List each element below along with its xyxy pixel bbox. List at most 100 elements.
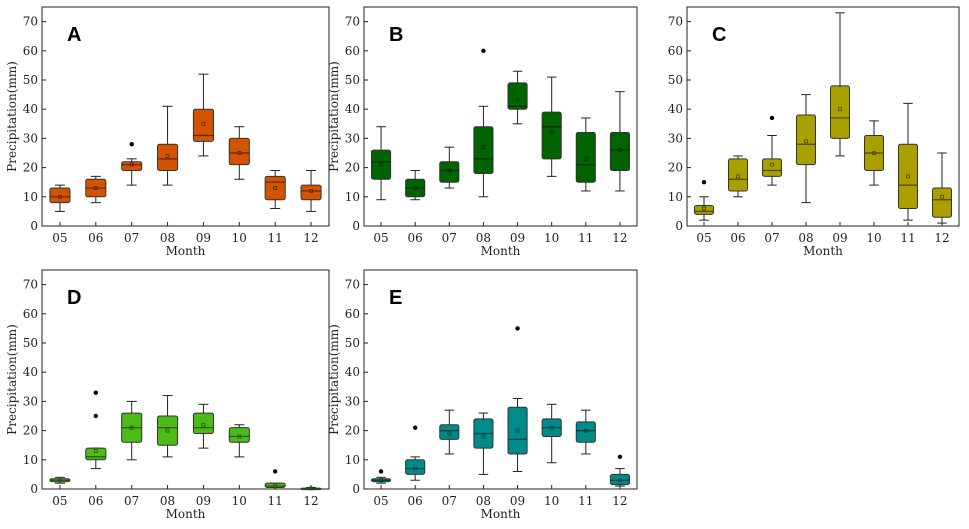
panel-a-mean-marker [309, 189, 313, 193]
panel-d-letter: D [67, 287, 81, 309]
panel-c-x-tick-label: 08 [798, 231, 813, 245]
panel-d-outlier-point [272, 469, 278, 474]
panel-e-y-tick-label: 70 [345, 278, 360, 292]
panel-e-mean-marker [413, 466, 418, 471]
panel-a-mean-marker [165, 154, 170, 158]
panel-a-y-tick-label: 40 [23, 102, 38, 116]
panel-e-y-tick-label: 50 [345, 336, 360, 350]
panel-d-mean-marker [129, 425, 134, 430]
panel-d-x-tick-label: 07 [124, 494, 139, 508]
panel-a-box-09 [192, 73, 214, 157]
panel-c-iqr-box [829, 85, 851, 139]
panel-b-box-10 [541, 76, 562, 177]
panel-c-mean-marker [770, 162, 774, 167]
panel-c-box-10 [863, 120, 885, 186]
panel-d-y-axis-label: Precipitation(mm) [5, 324, 19, 435]
panel-c-box-08 [795, 94, 817, 204]
panel-a-mean-marker [237, 151, 242, 155]
panel-d-outlier-point [93, 413, 99, 419]
panel-d-y-tick-label: 70 [23, 278, 38, 292]
panel-e-outlier-point [412, 425, 418, 430]
panel-b-y-tick-label: 60 [345, 44, 360, 58]
panel-a-x-tick-label: 05 [52, 231, 67, 245]
panel-d-x-axis-label: Month [166, 507, 206, 521]
panel-c-box-06 [727, 155, 749, 198]
panel-b-box-06 [405, 170, 426, 201]
panel-c-mean-marker [804, 139, 808, 144]
panel-e-y-tick-label: 60 [345, 307, 360, 321]
panel-b-letter: B [389, 24, 403, 46]
panel-c-x-tick-label: 05 [696, 231, 711, 245]
panel-a-box-12 [300, 170, 322, 212]
panel-b-plot-frame [363, 6, 638, 227]
panel-b-mean-marker [549, 130, 554, 135]
panel-e-y-tick-label: 40 [345, 365, 360, 379]
panel-c-mean-marker [906, 174, 910, 179]
panel-c-box-09 [829, 12, 851, 157]
panel-d-y-tick-label: 60 [23, 307, 38, 321]
panel-c-mean-marker [872, 151, 876, 155]
panel-e-x-tick-label: 10 [544, 494, 559, 508]
panel-e-y-tick-label: 10 [345, 453, 360, 467]
panel-b-box-08 [473, 48, 494, 198]
panel-e-y-tick-label: 20 [345, 424, 360, 438]
panel-a-box-06 [85, 175, 107, 204]
panel-e-x-tick-label: 08 [476, 494, 491, 508]
panel-b-y-tick-label: 30 [345, 131, 360, 145]
panel-c-mean-marker [838, 107, 842, 112]
panel-c: 0 10 20 30 40 50 60 70 05 06 07 08 09 10 11 12 Month C [668, 6, 960, 258]
panel-a-box-08 [157, 105, 179, 186]
panel-d-y-tick-label: 10 [23, 453, 38, 467]
panel-d-box-10 [228, 424, 250, 458]
panel-a-y-tick-label: 50 [23, 73, 38, 87]
panel-b-y-tick-label: 70 [345, 15, 360, 29]
panel-e-box-10 [541, 403, 562, 464]
panel-d-iqr-box [157, 415, 179, 446]
panel-d-mean-marker [165, 428, 170, 433]
panel-a-y-tick-label: 70 [23, 15, 38, 29]
panel-d-box-06 [85, 390, 107, 470]
panel-c-outlier-point [769, 115, 775, 121]
panel-b-x-tick-label: 05 [373, 231, 388, 245]
panel-e-box-07 [439, 409, 460, 455]
panel-d-box-12 [300, 486, 322, 491]
panel-c-box-07 [761, 115, 783, 186]
panel-b-iqr-box [541, 111, 562, 160]
panel-a-x-tick-label: 10 [232, 231, 247, 245]
panel-c-y-tick-label: 20 [668, 161, 683, 175]
panel-d-box-09 [192, 403, 214, 449]
panel-b-box-11 [575, 117, 596, 192]
panel-a-y-tick-label: 60 [23, 44, 38, 58]
panel-c-iqr-box [761, 158, 783, 177]
panel-b: 0 10 20 30 40 50 60 70 05 06 07 08 09 10 11 12 Month Prec… [327, 6, 638, 258]
panel-a-x-axis-label: Month [166, 244, 206, 258]
panel-b-y-tick-label: 0 [352, 219, 360, 233]
panel-c-box-12 [931, 152, 953, 224]
panel-c-x-tick-label: 07 [764, 231, 779, 245]
panel-b-mean-marker [481, 145, 486, 150]
panel-b-box-05 [371, 126, 392, 201]
panel-d-box-07 [121, 400, 143, 461]
panel-b-y-tick-label: 20 [345, 161, 360, 175]
panel-d-mean-marker [273, 484, 278, 488]
panel-e-box-06 [405, 425, 426, 481]
panel-b-mean-marker [447, 168, 452, 173]
panel-c-y-tick-label: 40 [668, 102, 683, 116]
panel-e-mean-marker [583, 428, 588, 433]
panel-c-box-11 [897, 102, 919, 221]
panel-a-y-axis-label: Precipitation(mm) [5, 61, 19, 172]
panel-b-box-09 [507, 70, 528, 125]
panel-e-mean-marker [447, 431, 452, 436]
panel-d-mean-marker [237, 434, 242, 439]
panel-a-x-tick-label: 07 [124, 231, 139, 245]
panel-b-y-tick-label: 50 [345, 73, 360, 87]
panel-e-outlier-point [378, 469, 384, 474]
panel-d-y-tick-label: 20 [23, 424, 38, 438]
panel-c-x-tick-label: 11 [900, 231, 915, 245]
panel-c-y-tick-label: 30 [668, 131, 683, 145]
panel-b-x-tick-label: 12 [612, 231, 627, 245]
panel-e-y-axis-label: Precipitation(mm) [327, 324, 341, 435]
panel-e: 0 10 20 30 40 50 60 70 05 06 07 08 09 10 11 12 Month Prec… [327, 269, 638, 521]
panel-b-box-12 [609, 91, 630, 192]
panel-d-x-tick-label: 09 [196, 494, 211, 508]
